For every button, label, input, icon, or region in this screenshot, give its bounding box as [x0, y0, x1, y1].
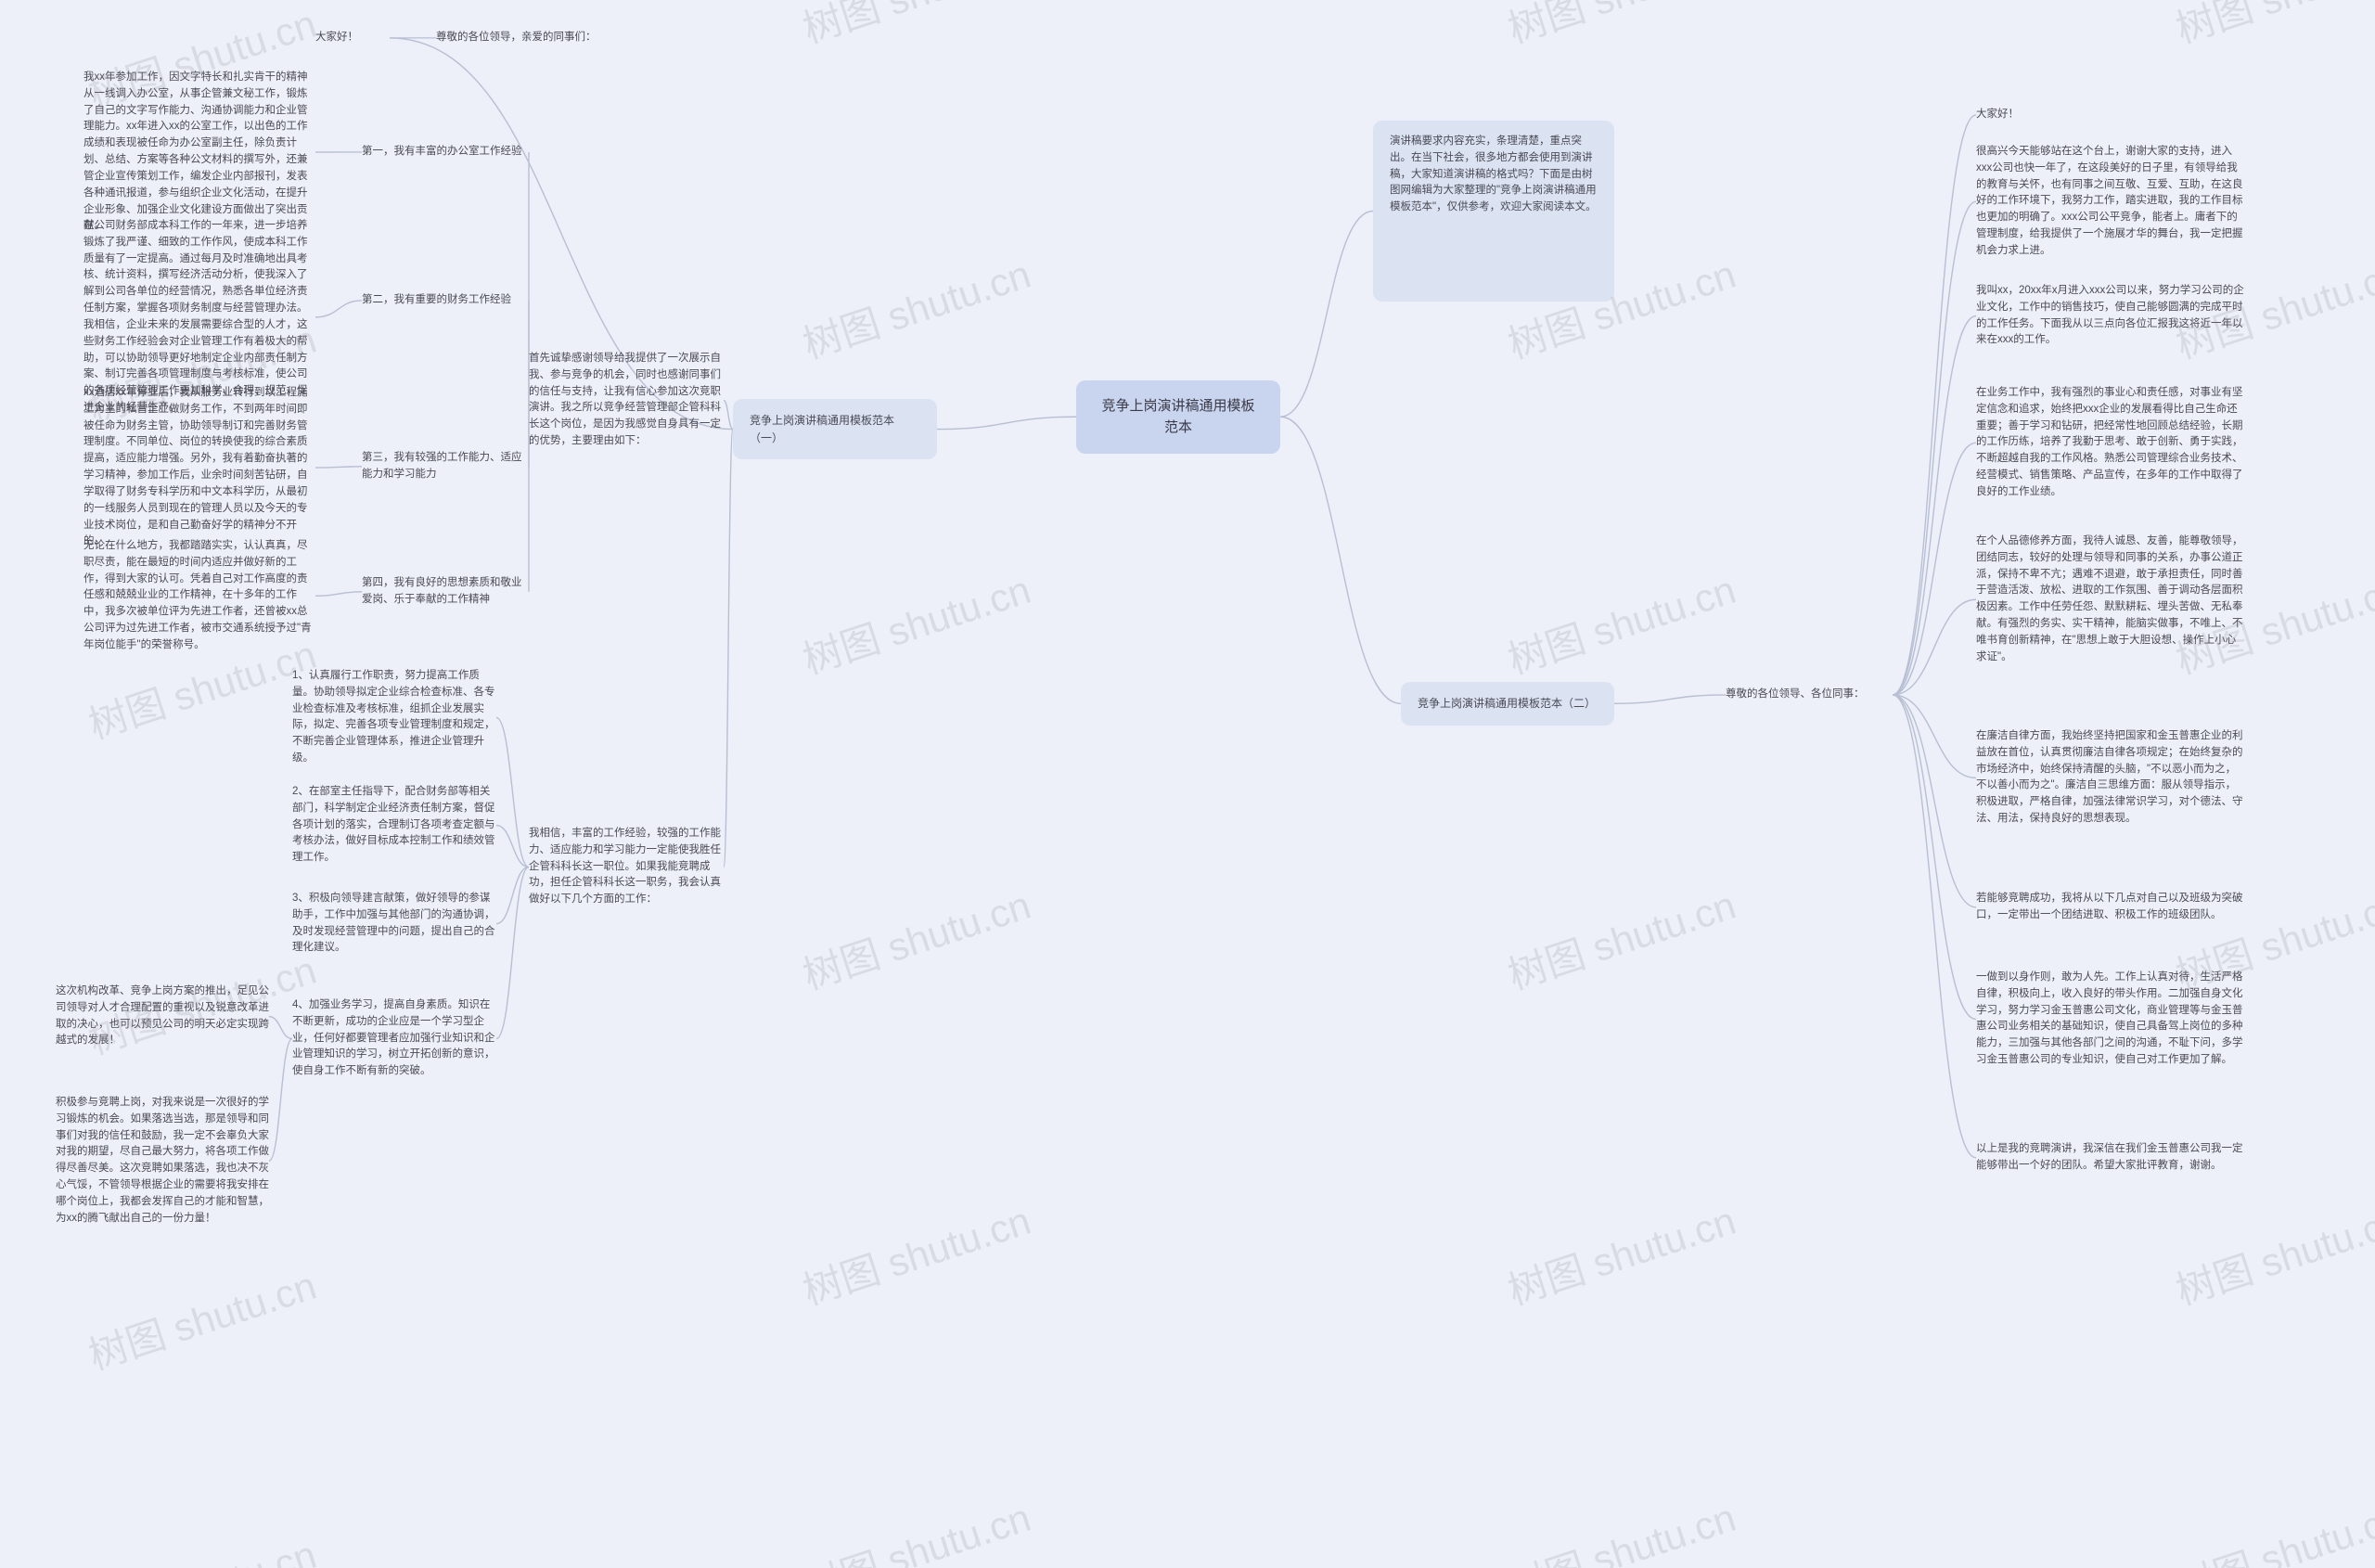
- watermark: 树图 shutu.cn: [795, 0, 1037, 55]
- node-b1p4: 第四，我有良好的思想素质和敬业爱岗、乐于奉献的工作精神: [362, 575, 529, 609]
- edge: [1893, 316, 1976, 695]
- node-b1p3d: xx酒店xx年停业后，我从服务业转行到以工程施工为主的私营企业做财务工作，不到两…: [83, 385, 315, 550]
- node-root: 竞争上岗演讲稿通用模板范本: [1076, 380, 1280, 454]
- edge: [1614, 695, 1726, 703]
- edge: [1893, 443, 1976, 695]
- node-b1p1d: 我xx年参加工作，因文字特长和扎实肯干的精神从一线调入办公室，从事企管兼文秘工作…: [83, 70, 315, 235]
- edge: [496, 868, 529, 924]
- edge: [1893, 695, 1976, 907]
- node-b1s1: 1、认真履行工作职责，努力提高工作质量。协助领导拟定企业综合检查标准、各专业检查…: [292, 668, 496, 767]
- watermark: 树图 shutu.cn: [1500, 0, 1742, 55]
- edge: [1893, 695, 1976, 1020]
- edge: [937, 417, 1076, 429]
- node-b2p5: 在廉洁自律方面，我始终坚持把国家和金玉普惠企业的利益放在首位，认真贯彻廉洁自律各…: [1976, 728, 2245, 828]
- node-b1: 竞争上岗演讲稿通用模板范本（一）: [733, 399, 937, 459]
- edge: [724, 430, 733, 868]
- watermark: 树图 shutu.cn: [1500, 1189, 1742, 1317]
- watermark: 树图 shutu.cn: [795, 559, 1037, 686]
- node-b1c2: 积极参与竞聘上岗，对我来说是一次很好的学习锻炼的机会。如果落选当选，那是领导和同…: [56, 1095, 269, 1227]
- watermark: 树图 shutu.cn: [795, 243, 1037, 370]
- node-b2p6: 若能够竞聘成功，我将从以下几点对自己以及班级为突破口，一定带出一个团结进取、积极…: [1976, 891, 2245, 924]
- edge: [315, 467, 362, 468]
- watermark: 树图 shutu.cn: [2168, 0, 2375, 55]
- node-b2g: 尊敬的各位领导、各位同事：: [1726, 687, 1893, 703]
- watermark: 树图 shutu.cn: [81, 1254, 323, 1382]
- node-b1s3: 3、积极向领导建言献策，做好领导的参谋助手，工作中加强与其他部门的沟通协调，及时…: [292, 891, 496, 957]
- node-b1s4: 4、加强业务学习，提高自身素质。知识在不断更新，成功的企业应是一个学习型企业，任…: [292, 997, 496, 1080]
- node-b2: 竞争上岗演讲稿通用模板范本（二）: [1401, 682, 1614, 726]
- node-b2p1: 很高兴今天能够站在这个台上，谢谢大家的支持，进入xxx公司也快一年了，在这段美好…: [1976, 144, 2245, 260]
- edge: [269, 1017, 292, 1039]
- node-b2p8: 以上是我的竞聘演讲，我深信在我们金玉普惠公司我一定能够带出一个好的团队。希望大家…: [1976, 1141, 2245, 1175]
- node-b1p1: 第一，我有丰富的办公室工作经验: [362, 144, 529, 161]
- node-b2p3: 在业务工作中，我有强烈的事业心和责任感，对事业有坚定信念和追求，始终把xxx企业…: [1976, 385, 2245, 501]
- edge: [315, 592, 362, 597]
- node-b1c1: 这次机构改革、竞争上岗方案的推出，足见公司领导对人才合理配置的重视以及锐意改革进…: [56, 983, 269, 1049]
- edge: [724, 400, 733, 429]
- edge: [1893, 599, 1976, 695]
- edge: [269, 1039, 292, 1162]
- node-b1i: 首先诚挚感谢领导给我提供了一次展示自我、参与竞争的机会，同时也感谢同事们的信任与…: [529, 351, 724, 450]
- watermark: 树图 shutu.cn: [795, 1486, 1037, 1568]
- edge: [1893, 201, 1976, 695]
- node-b2p4: 在个人品德修养方面，我待人诚恳、友善，能尊敬领导，团结同志，较好的处理与领导和同…: [1976, 533, 2245, 666]
- node-b1s2: 2、在部室主任指导下，配合财务部等相关部门，科学制定企业经济责任制方案，督促各项…: [292, 784, 496, 867]
- edge: [1280, 212, 1373, 418]
- node-b1p4d: 无论在什么地方，我都踏踏实实，认认真真，尽职尽责，能在最短的时间内适应并做好新的…: [83, 538, 315, 654]
- watermark: 树图 shutu.cn: [1500, 559, 1742, 686]
- watermark: 树图 shutu.cn: [2168, 1189, 2375, 1317]
- node-b2p2: 我叫xx，20xx年x月进入xxx公司以来，努力学习公司的企业文化，工作中的销售…: [1976, 283, 2245, 349]
- node-b1g2: 尊敬的各位领导，亲爱的同事们：: [436, 30, 640, 46]
- edge: [1893, 695, 1976, 1158]
- watermark: 树图 shutu.cn: [1500, 874, 1742, 1001]
- node-b1si: 我相信，丰富的工作经验，较强的工作能力、适应能力和学习能力一定能使我胜任企管科科…: [529, 826, 724, 908]
- edge: [1893, 115, 1976, 695]
- edge: [496, 826, 529, 868]
- edge: [1893, 695, 1976, 778]
- node-b1p2: 第二，我有重要的财务工作经验: [362, 292, 529, 309]
- edge: [1280, 417, 1401, 703]
- node-b2h: 大家好！: [1976, 107, 2050, 123]
- node-b1p3: 第三，我有较强的工作能力、适应能力和学习能力: [362, 450, 529, 483]
- node-b1g1: 大家好！: [315, 30, 390, 46]
- watermark: 树图 shutu.cn: [795, 1189, 1037, 1317]
- edge: [496, 717, 529, 867]
- watermark: 树图 shutu.cn: [1500, 1486, 1742, 1568]
- node-intro: 演讲稿要求内容充实，条理清楚，重点突出。在当下社会，很多地方都会使用到演讲稿，大…: [1373, 121, 1614, 302]
- edge: [496, 868, 529, 1039]
- watermark: 树图 shutu.cn: [81, 1523, 323, 1568]
- node-b2p7: 一做到以身作则，敢为人先。工作上认真对待，生活严格自律，积极向上，收入良好的带头…: [1976, 970, 2245, 1069]
- watermark: 树图 shutu.cn: [2168, 1486, 2375, 1568]
- edge: [315, 301, 362, 317]
- watermark: 树图 shutu.cn: [795, 874, 1037, 1001]
